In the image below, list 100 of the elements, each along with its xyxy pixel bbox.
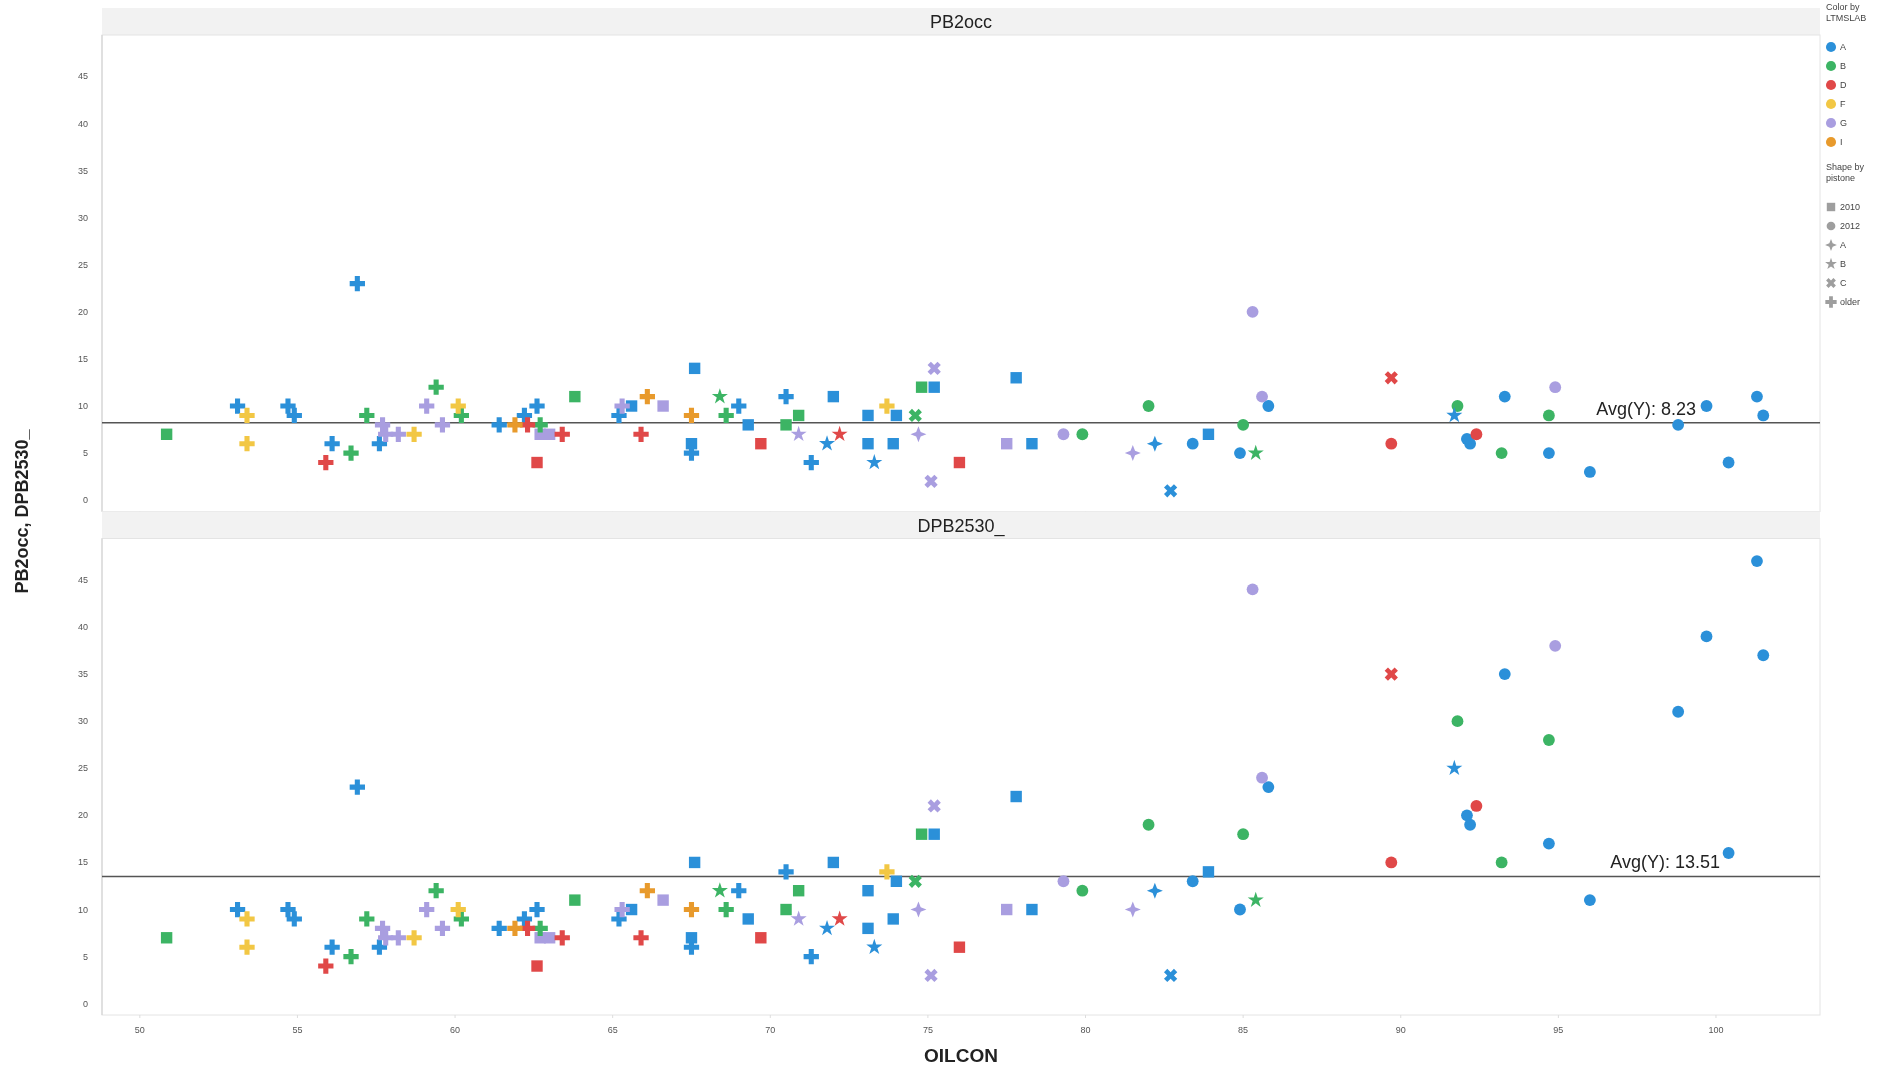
point [928, 381, 940, 393]
y-tick-label: 40 [77, 118, 88, 129]
x-tick-label: 80 [1080, 1025, 1091, 1035]
y-tick-label: 30 [77, 212, 88, 223]
text: 2012 [1840, 221, 1861, 231]
legend-label: A [1840, 42, 1847, 52]
y-tick-label: 10 [77, 401, 88, 412]
point [718, 407, 734, 424]
point [803, 454, 819, 471]
text: C [1840, 278, 1847, 288]
point [343, 948, 359, 965]
point [1495, 856, 1508, 869]
point [229, 901, 246, 918]
legend-label: F [1840, 99, 1846, 109]
point [450, 398, 466, 414]
point [1124, 901, 1141, 918]
point [1142, 400, 1155, 412]
point [1247, 444, 1264, 460]
point [1202, 866, 1215, 878]
y-tick-label: 45 [77, 574, 88, 585]
point [1498, 390, 1511, 403]
y-tick-label: 0 [82, 495, 88, 506]
point [1583, 894, 1596, 907]
point [924, 474, 938, 488]
x-tick-label: 95 [1553, 1025, 1564, 1035]
point [711, 882, 728, 898]
point [1461, 433, 1473, 445]
point [1384, 371, 1398, 385]
point [1186, 437, 1199, 450]
y-axis-title: PB2occ, DPB2530_ [12, 428, 32, 594]
point [778, 388, 794, 405]
y-tick-label: 15 [77, 353, 88, 364]
point [1542, 837, 1555, 850]
point [491, 417, 507, 433]
point [819, 919, 836, 936]
legend-label: D [1840, 80, 1847, 90]
text: Shape by pistone [1826, 162, 1865, 183]
point [862, 884, 874, 897]
point [1076, 884, 1089, 897]
point [343, 445, 359, 461]
point [633, 930, 649, 946]
point [879, 398, 895, 414]
text: 2010 [1840, 202, 1861, 212]
point [239, 436, 255, 452]
text: B [1840, 259, 1847, 269]
point [371, 939, 388, 955]
point [927, 361, 941, 375]
point [731, 883, 747, 899]
point [318, 958, 334, 974]
point [862, 409, 874, 422]
point [280, 901, 296, 918]
point [428, 379, 444, 395]
point [239, 939, 255, 955]
x-tick-label: 75 [922, 1025, 933, 1035]
point [1186, 875, 1199, 888]
point [1542, 409, 1555, 422]
point [569, 894, 581, 906]
point [831, 425, 848, 442]
point [1247, 891, 1264, 907]
y-tick-label: 5 [82, 951, 88, 962]
point [1751, 555, 1763, 568]
point [1234, 903, 1246, 916]
point [890, 875, 903, 887]
point [1446, 407, 1463, 423]
point [507, 417, 523, 433]
point [887, 438, 899, 450]
point [286, 911, 302, 927]
point [491, 920, 507, 937]
ref-line-label: Avg(Y): 13.51 [1610, 852, 1720, 873]
point [718, 901, 734, 918]
y-tick-label: 30 [77, 716, 88, 727]
y-tick-label: 20 [77, 306, 88, 317]
point [1010, 790, 1022, 803]
point [529, 901, 545, 918]
point [927, 799, 941, 813]
point [529, 398, 545, 414]
point [1722, 847, 1735, 859]
point [683, 901, 700, 918]
point [239, 911, 255, 927]
point [915, 828, 928, 840]
point [633, 426, 649, 442]
x-tick-label: 65 [607, 1025, 618, 1035]
point [406, 426, 422, 442]
point [359, 911, 375, 927]
chart-title: DPB2530_ [917, 515, 1006, 537]
point [1700, 630, 1713, 643]
point [531, 456, 543, 469]
point [866, 938, 883, 955]
point [1672, 418, 1685, 431]
point [827, 856, 840, 869]
point [531, 960, 543, 972]
y-tick-label: 45 [77, 71, 88, 82]
point [1262, 400, 1275, 412]
point [1542, 447, 1555, 460]
y-tick-label: 35 [77, 669, 88, 680]
point [1026, 903, 1038, 916]
point [324, 939, 340, 955]
y-tick-label: 15 [77, 857, 88, 868]
point [1751, 390, 1763, 403]
point [450, 901, 466, 918]
